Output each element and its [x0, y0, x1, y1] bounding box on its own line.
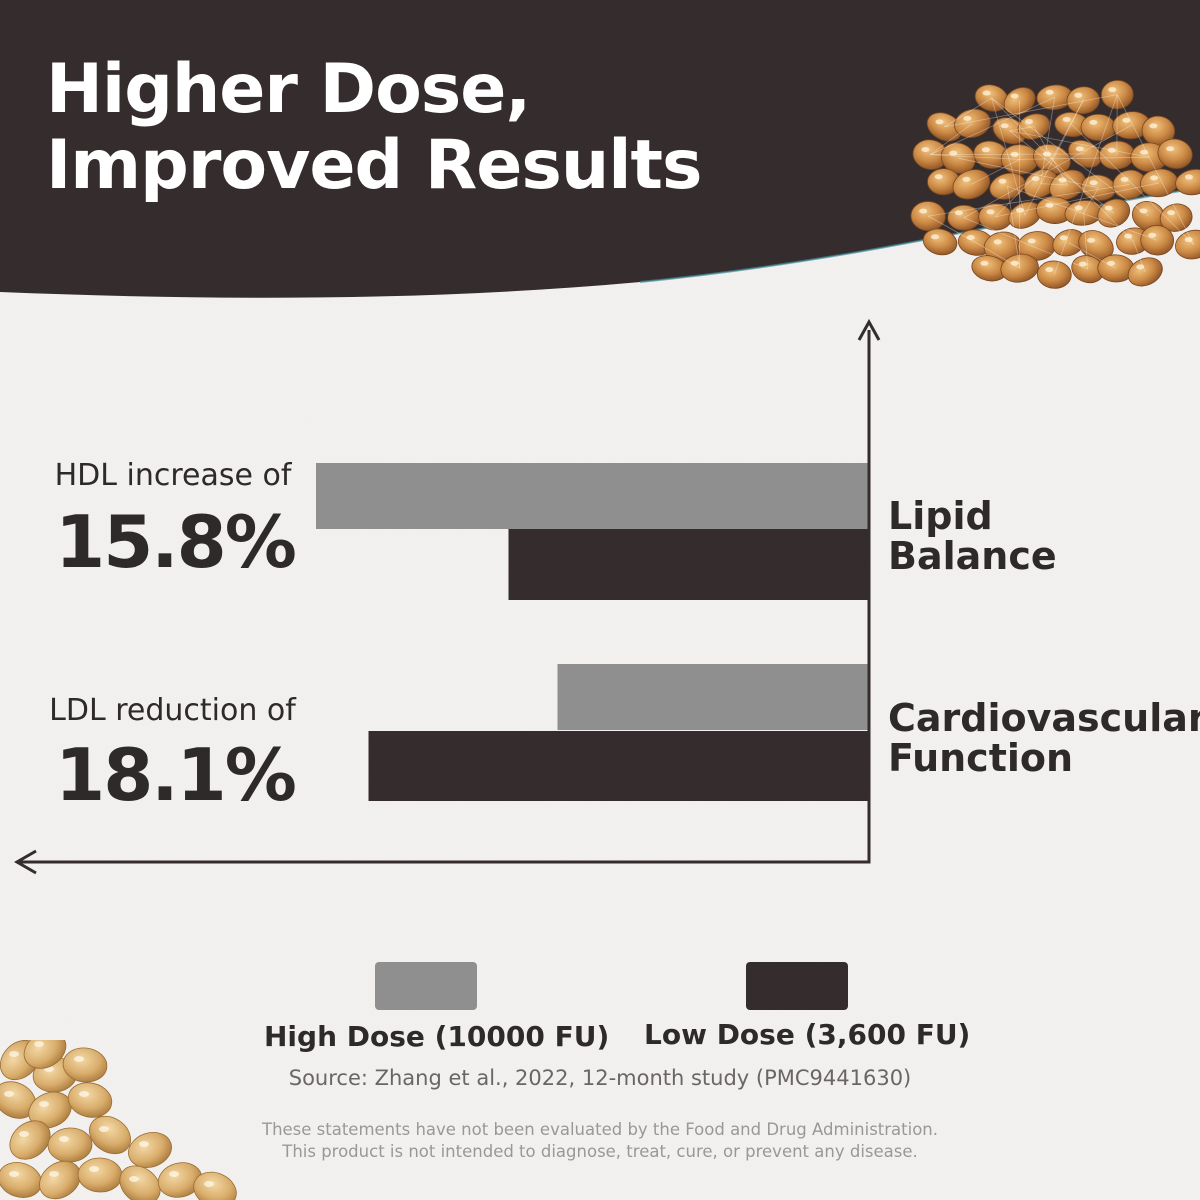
hdl-annotation-value: 15.8% [55, 500, 297, 584]
category-label-cardio-line-1: Cardiovascular [888, 696, 1200, 740]
category-label-lipid-line-2: Balance [888, 534, 1057, 578]
soybeans-icon [0, 1040, 237, 1200]
bar-high-dose-cardiovascular-function [557, 664, 869, 730]
page-title-line-1: Higher Dose, [46, 50, 531, 129]
legend-swatch-high-dose [375, 962, 477, 1010]
category-label-lipid-line-1: Lipid [888, 494, 993, 538]
natto-beans-icon [910, 79, 1200, 289]
bar-high-dose-lipid-balance [316, 463, 869, 529]
bar-low-dose-cardiovascular-function [368, 731, 869, 801]
ldl-annotation-value: 18.1% [55, 733, 297, 817]
hdl-annotation-label: HDL increase of [54, 458, 292, 493]
fda-disclaimer-line-2: This product is not intended to diagnose… [282, 1142, 918, 1161]
page-title-line-2: Improved Results [46, 126, 703, 205]
y-axis-arrow-icon [857, 318, 881, 341]
category-label-lipid-balance: Lipid Balance [888, 496, 1057, 576]
legend-swatch-low-dose [746, 962, 848, 1010]
category-label-cardio-line-2: Function [888, 736, 1074, 780]
fda-disclaimer-line-1: These statements have not been evaluated… [261, 1120, 939, 1139]
bar-low-dose-lipid-balance [508, 529, 869, 600]
category-label-cardiovascular-function: Cardiovascular Function [888, 698, 1200, 778]
legend-label-low-dose: Low Dose (3,600 FU) [644, 1018, 971, 1051]
x-axis-arrow-icon [14, 849, 37, 875]
ldl-annotation-label: LDL reduction of [49, 693, 296, 728]
source-citation: Source: Zhang et al., 2022, 12-month stu… [288, 1066, 912, 1090]
legend-label-high-dose: High Dose (10000 FU) [264, 1020, 610, 1053]
header-band [0, 0, 1200, 298]
